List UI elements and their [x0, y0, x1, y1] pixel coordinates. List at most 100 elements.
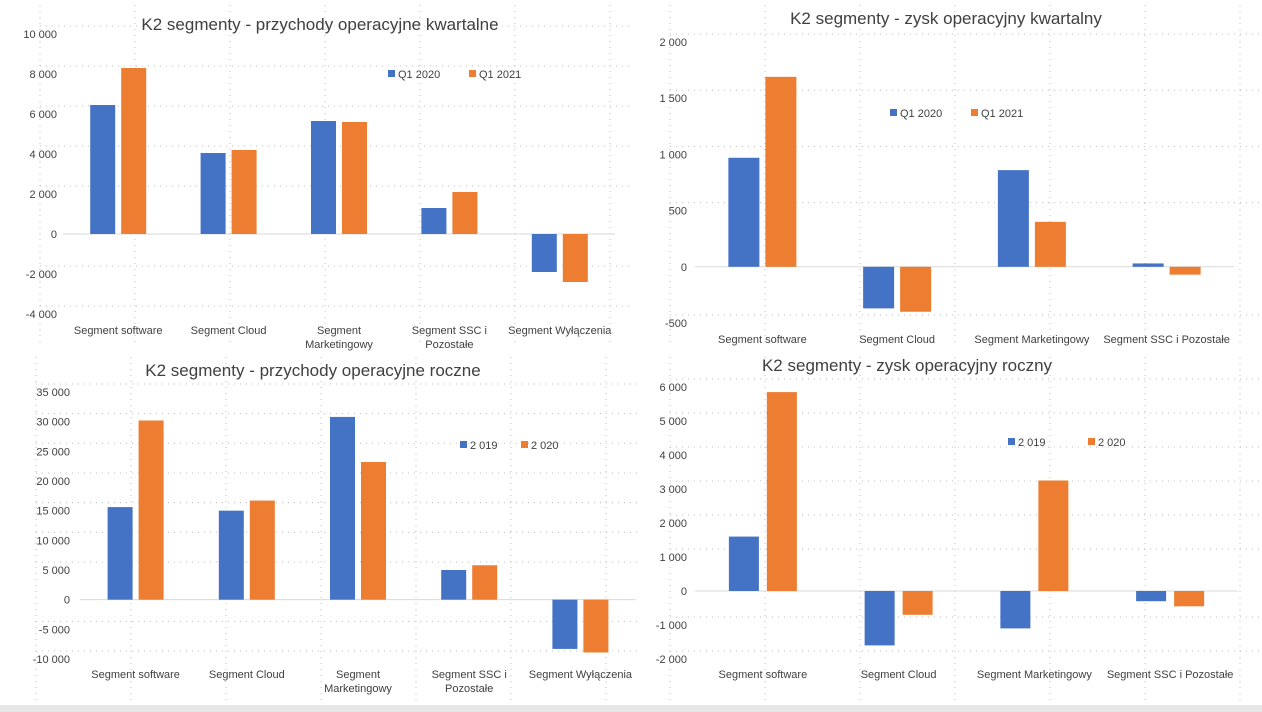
- y-tick-label: 0: [64, 595, 70, 607]
- bar: [531, 234, 557, 272]
- category-label: Segment Marketingowy: [305, 325, 373, 351]
- y-tick-label: -500: [665, 318, 687, 330]
- y-tick-label: -2 000: [26, 269, 57, 281]
- y-tick-label: -10 000: [33, 654, 70, 666]
- y-tick-label: 0: [681, 262, 687, 274]
- bar: [1000, 591, 1031, 629]
- category-label: Segment Marketingowy: [324, 669, 392, 695]
- legend-label: 2 019: [1018, 437, 1046, 449]
- bar: [863, 266, 895, 309]
- bar: [1136, 591, 1167, 602]
- legend-swatch: [1008, 438, 1015, 445]
- legend-swatch: [1088, 438, 1095, 445]
- y-tick-label: 6 000: [659, 382, 687, 394]
- category-label: Segment software: [719, 669, 808, 681]
- chart-title: K2 segmenty - przychody operacyjne kwart…: [141, 15, 498, 34]
- legend-swatch: [388, 70, 395, 77]
- bar: [342, 122, 367, 234]
- bar: [552, 599, 578, 649]
- y-tick-label: 1 500: [659, 93, 687, 105]
- y-tick-label: 6 000: [29, 109, 57, 121]
- category-label: Segment Marketingowy: [974, 334, 1089, 346]
- bottom-strip: [0, 705, 1262, 712]
- bar: [441, 570, 467, 600]
- bar: [249, 500, 275, 600]
- y-tick-label: 1 000: [659, 552, 687, 564]
- bar: [107, 507, 133, 600]
- category-label: Segment software: [74, 325, 163, 337]
- bar: [728, 536, 759, 591]
- bar: [1174, 591, 1205, 607]
- y-tick-label: 2 000: [659, 518, 687, 530]
- y-tick-label: 500: [669, 206, 687, 218]
- y-tick-label: 2 000: [29, 189, 57, 201]
- bar: [997, 170, 1029, 267]
- category-label: Segment SSC i Pozostałe: [412, 325, 487, 351]
- bar: [1034, 221, 1066, 267]
- legend-label: Q1 2020: [398, 69, 440, 81]
- y-tick-label: 35 000: [36, 387, 70, 399]
- category-label: Segment Cloud: [859, 334, 935, 346]
- bar: [218, 510, 244, 600]
- category-label: Segment software: [91, 669, 180, 681]
- y-tick-label: -5 000: [39, 624, 70, 636]
- bar: [90, 105, 116, 234]
- bar: [902, 591, 933, 615]
- legend-label: Q1 2021: [981, 108, 1023, 120]
- category-label: Segment SSC i Pozostałe: [1103, 334, 1230, 346]
- bar: [1038, 480, 1069, 591]
- category-label: Segment Cloud: [209, 669, 285, 681]
- y-tick-label: -2 000: [656, 654, 687, 666]
- bar: [138, 420, 164, 600]
- chart-title: K2 segmenty - zysk operacyjny kwartalny: [790, 9, 1102, 28]
- chart-annual-profit: K2 segmenty - zysk operacyjny roczny 6 00…: [656, 356, 1262, 702]
- chart-quarterly-revenue: K2 segmenty - przychody operacyjne kwart…: [23, 5, 630, 351]
- y-tick-label: 3 000: [659, 484, 687, 496]
- category-label: Segment SSC i Pozostałe: [1107, 669, 1234, 681]
- category-label: Segment Marketingowy: [977, 669, 1092, 681]
- category-label: Segment SSC i Pozostałe: [432, 669, 507, 695]
- y-tick-label: 15 000: [36, 506, 70, 518]
- legend-label: Q1 2021: [479, 69, 521, 81]
- legend-swatch: [469, 70, 476, 77]
- bar: [864, 591, 895, 646]
- y-tick-label: 1 000: [659, 149, 687, 161]
- bar: [452, 192, 478, 234]
- chart-annual-revenue: K2 segmenty - przychody operacyjne roczn…: [33, 357, 640, 702]
- bar: [728, 157, 760, 267]
- y-tick-label: 30 000: [36, 417, 70, 429]
- y-tick-label: -1 000: [656, 620, 687, 632]
- y-tick-label: 10 000: [23, 29, 57, 41]
- y-tick-label: 4 000: [659, 450, 687, 462]
- chart-title: K2 segmenty - przychody operacyjne roczn…: [145, 361, 480, 380]
- bar: [121, 68, 147, 234]
- bar: [311, 121, 336, 234]
- legend-label: 2 019: [470, 440, 498, 452]
- legend-swatch: [521, 441, 528, 448]
- y-tick-label: 5 000: [42, 565, 70, 577]
- bar: [330, 416, 355, 600]
- category-label: Segment Cloud: [191, 325, 267, 337]
- bar: [231, 150, 257, 234]
- chart-quarterly-profit: K2 segmenty - zysk operacyjny kwartalny 2…: [659, 5, 1262, 346]
- legend-swatch: [890, 109, 897, 116]
- chart-title: K2 segmenty - zysk operacyjny roczny: [762, 356, 1053, 375]
- bar: [421, 208, 447, 234]
- y-tick-label: 20 000: [36, 476, 70, 488]
- legend-label: 2 020: [531, 440, 559, 452]
- bar: [1132, 263, 1164, 267]
- bar: [472, 565, 498, 600]
- y-tick-label: 10 000: [36, 535, 70, 547]
- y-tick-label: 2 000: [659, 37, 687, 49]
- y-tick-label: 0: [681, 586, 687, 598]
- bar: [562, 234, 588, 282]
- y-tick-label: 5 000: [659, 416, 687, 428]
- legend-label: Q1 2020: [900, 108, 942, 120]
- category-label: Segment Cloud: [861, 669, 937, 681]
- category-label: Segment Wyłączenia: [529, 669, 633, 681]
- y-tick-label: 4 000: [29, 149, 57, 161]
- category-label: Segment Wyłączenia: [508, 325, 612, 337]
- bar: [765, 76, 797, 267]
- bar: [900, 266, 932, 312]
- bar: [583, 599, 609, 653]
